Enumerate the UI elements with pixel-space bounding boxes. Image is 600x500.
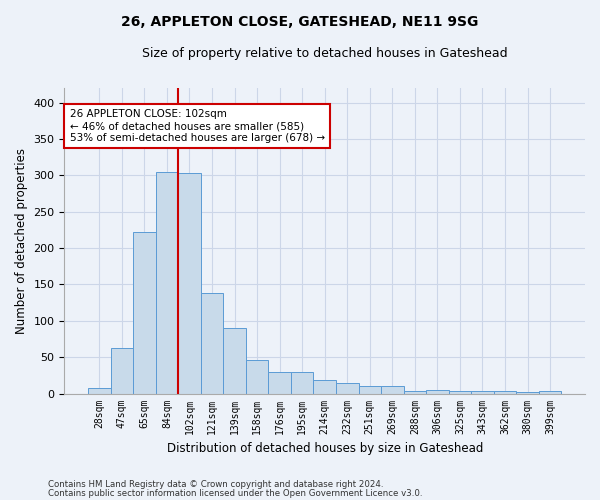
Y-axis label: Number of detached properties: Number of detached properties	[15, 148, 28, 334]
Bar	[201, 293, 223, 394]
Bar	[449, 392, 471, 394]
Text: 26, APPLETON CLOSE, GATESHEAD, NE11 9SG: 26, APPLETON CLOSE, GATESHEAD, NE11 9SG	[121, 15, 479, 29]
Title: Size of property relative to detached houses in Gateshead: Size of property relative to detached ho…	[142, 48, 508, 60]
Bar	[133, 232, 155, 394]
Bar	[291, 372, 313, 394]
X-axis label: Distribution of detached houses by size in Gateshead: Distribution of detached houses by size …	[167, 442, 483, 455]
Bar	[359, 386, 381, 394]
Bar	[381, 386, 404, 394]
Bar	[426, 390, 449, 394]
Bar	[178, 173, 201, 394]
Bar	[539, 390, 562, 394]
Bar	[494, 390, 516, 394]
Bar	[88, 388, 110, 394]
Bar	[313, 380, 336, 394]
Bar	[404, 390, 426, 394]
Bar	[155, 172, 178, 394]
Bar	[223, 328, 246, 394]
Bar	[471, 392, 494, 394]
Bar	[246, 360, 268, 394]
Bar	[516, 392, 539, 394]
Text: 26 APPLETON CLOSE: 102sqm
← 46% of detached houses are smaller (585)
53% of semi: 26 APPLETON CLOSE: 102sqm ← 46% of detac…	[70, 110, 325, 142]
Bar	[110, 348, 133, 394]
Bar	[336, 384, 359, 394]
Bar	[268, 372, 291, 394]
Text: Contains HM Land Registry data © Crown copyright and database right 2024.: Contains HM Land Registry data © Crown c…	[48, 480, 383, 489]
Text: Contains public sector information licensed under the Open Government Licence v3: Contains public sector information licen…	[48, 488, 422, 498]
